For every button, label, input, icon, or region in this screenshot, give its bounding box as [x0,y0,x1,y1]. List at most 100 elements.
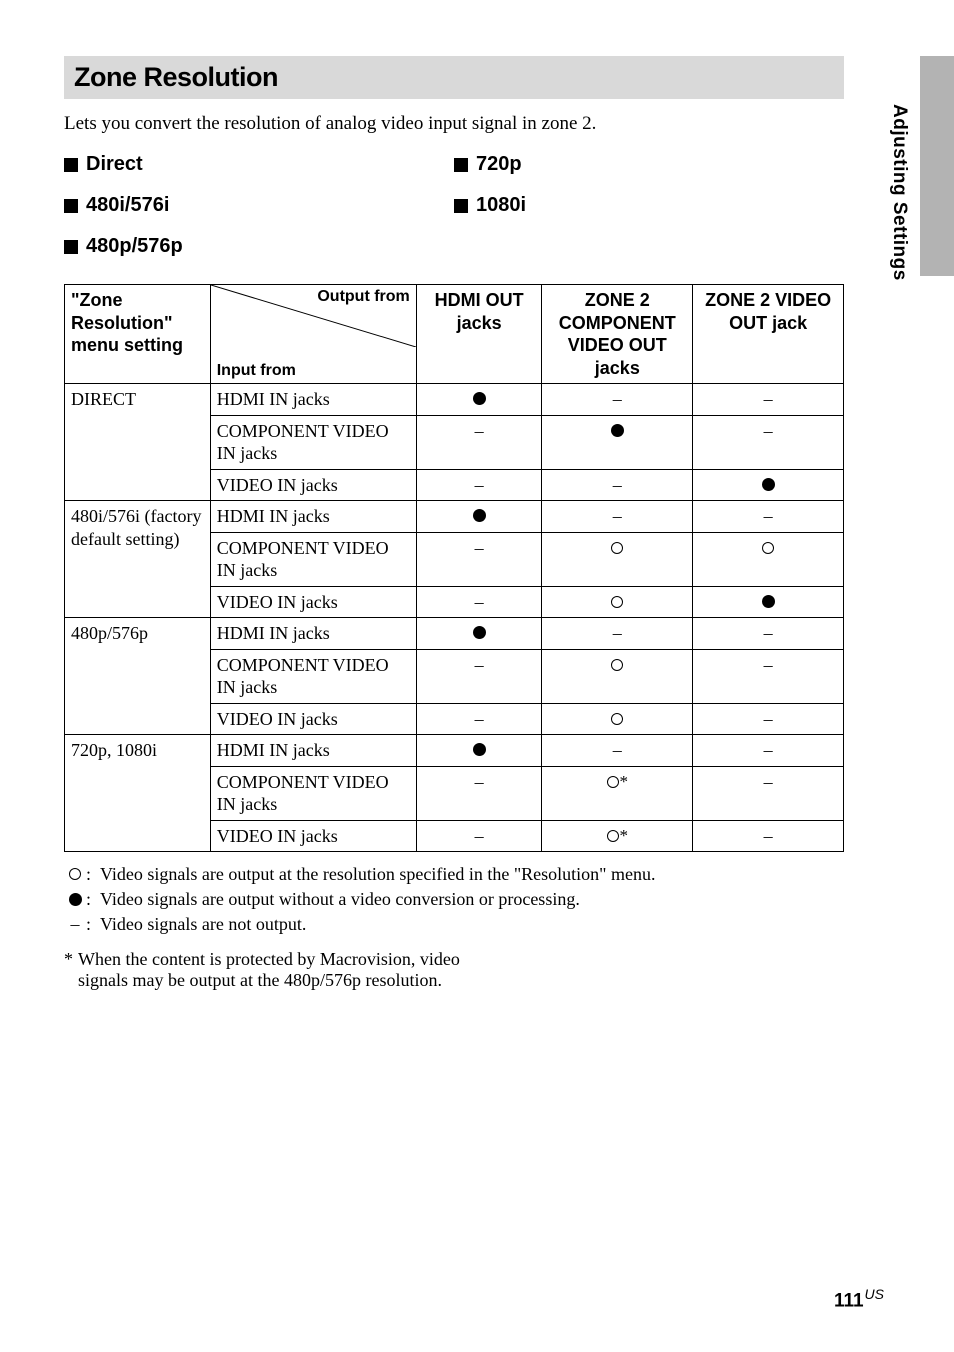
output-cell: – [416,649,542,703]
option-label: 480i/576i [86,194,169,217]
option-list: Direct 480i/576i 480p/576p 720p 1080i [64,153,844,276]
output-cell [416,384,542,416]
output-cell: – [542,735,693,767]
legend-row: :Video signals are output without a vide… [64,889,844,910]
output-cell: – [542,618,693,650]
output-cell: – [693,735,844,767]
output-cell: – [542,469,693,501]
input-cell: HDMI IN jacks [210,735,416,767]
output-cell [542,532,693,586]
bullet-square-icon [64,199,78,213]
input-cell: HDMI IN jacks [210,501,416,533]
input-cell: COMPONENT VIDEO IN jacks [210,649,416,703]
table-row: 480p/576pHDMI IN jacks–– [65,618,844,650]
bullet-square-icon [454,199,468,213]
option-item: 480i/576i [64,194,454,217]
footnote: * When the content is protected by Macro… [64,949,484,991]
input-cell: COMPONENT VIDEO IN jacks [210,532,416,586]
option-label: Direct [86,153,143,176]
bullet-square-icon [454,158,468,172]
header-output-from: Output from [317,287,409,307]
output-cell: – [693,384,844,416]
legend: :Video signals are output at the resolut… [64,864,844,935]
legend-colon: : [86,889,100,910]
output-cell: – [693,501,844,533]
output-cell: – [693,766,844,820]
col-header-diagonal: Output from Input from [210,285,416,384]
output-cell [542,703,693,735]
col-header-zone2-component: ZONE 2 COMPONENT VIDEO OUT jacks [542,285,693,384]
legend-symbol [64,889,86,906]
resolution-table: "Zone Resolution" menu setting Output fr… [64,284,844,852]
output-cell: – [416,703,542,735]
output-cell: – [693,415,844,469]
option-label: 720p [476,153,522,176]
output-cell: – [416,469,542,501]
option-label: 1080i [476,194,526,217]
option-item: 720p [454,153,844,176]
table-row: DIRECTHDMI IN jacks–– [65,384,844,416]
output-cell [542,649,693,703]
legend-text: Video signals are output at the resoluti… [100,864,844,885]
setting-cell: DIRECT [65,384,211,501]
legend-colon: : [86,864,100,885]
setting-cell: 480p/576p [65,618,211,735]
output-cell: – [416,415,542,469]
output-cell [416,735,542,767]
legend-symbol: – [64,914,86,935]
input-cell: VIDEO IN jacks [210,703,416,735]
output-cell: – [416,532,542,586]
output-cell [693,532,844,586]
legend-row: –:Video signals are not output. [64,914,844,935]
output-cell [542,586,693,618]
side-section-label: Adjusting Settings [888,104,910,281]
setting-cell: 720p, 1080i [65,735,211,852]
header-input-from: Input from [217,361,296,381]
table-row: 480i/576i (factory default setting)HDMI … [65,501,844,533]
output-cell: – [693,618,844,650]
bullet-square-icon [64,158,78,172]
input-cell: VIDEO IN jacks [210,586,416,618]
intro-text: Lets you convert the resolution of analo… [64,113,844,135]
output-cell: – [693,649,844,703]
output-cell: – [693,703,844,735]
option-item: Direct [64,153,454,176]
legend-row: :Video signals are output at the resolut… [64,864,844,885]
bullet-square-icon [64,240,78,254]
col-header-hdmi: HDMI OUT jacks [416,285,542,384]
table-row: 720p, 1080iHDMI IN jacks–– [65,735,844,767]
setting-cell: 480i/576i (factory default setting) [65,501,211,618]
output-cell: * [542,820,693,852]
col-header-zone2-video: ZONE 2 VIDEO OUT jack [693,285,844,384]
output-cell: – [416,586,542,618]
output-cell: – [416,820,542,852]
output-cell: – [542,501,693,533]
option-item: 480p/576p [64,235,454,258]
output-cell [416,501,542,533]
page-number: 111US [834,1286,884,1312]
option-label: 480p/576p [86,235,183,258]
output-cell: – [693,820,844,852]
input-cell: COMPONENT VIDEO IN jacks [210,766,416,820]
section-title-bar: Zone Resolution [64,56,844,99]
input-cell: COMPONENT VIDEO IN jacks [210,415,416,469]
output-cell [693,586,844,618]
input-cell: VIDEO IN jacks [210,820,416,852]
input-cell: VIDEO IN jacks [210,469,416,501]
legend-text: Video signals are output without a video… [100,889,844,910]
input-cell: HDMI IN jacks [210,384,416,416]
legend-symbol [64,864,86,880]
legend-colon: : [86,914,100,935]
footnote-text: When the content is protected by Macrovi… [78,949,484,991]
output-cell [542,415,693,469]
input-cell: HDMI IN jacks [210,618,416,650]
output-cell: – [542,384,693,416]
legend-text: Video signals are not output. [100,914,844,935]
output-cell [693,469,844,501]
page-title: Zone Resolution [74,62,834,93]
output-cell: * [542,766,693,820]
side-tab [920,56,954,276]
output-cell [416,618,542,650]
option-item: 1080i [454,194,844,217]
output-cell: – [416,766,542,820]
